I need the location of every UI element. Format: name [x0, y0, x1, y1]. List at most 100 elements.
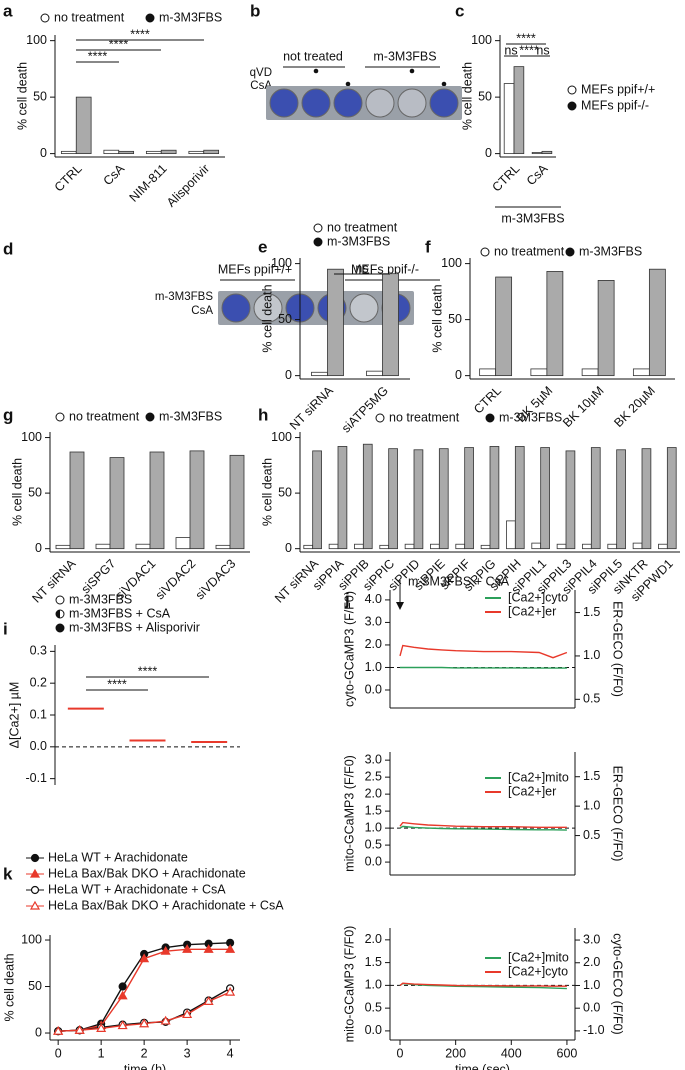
y-axis-label: ER-GECO (F/F0) [611, 766, 625, 862]
bar [103, 149, 120, 155]
y-axis-label: % cell death [10, 458, 24, 526]
significance-label: **** [516, 31, 536, 45]
marker [203, 996, 214, 1005]
significance-label: ns [504, 43, 517, 57]
x-tick-label: siSPG7 [79, 557, 119, 597]
x-tick-label: CTRL [52, 162, 85, 195]
y-tick-label: 2.0 [583, 955, 600, 969]
legend-label: HeLa WT + Arachidonate + CsA [48, 882, 226, 896]
y-tick-label: 0.5 [365, 1000, 382, 1014]
bar [175, 537, 191, 550]
y-tick-label: 100 [271, 430, 292, 444]
y-tick-label: 1.0 [365, 820, 382, 834]
legend-marker [55, 595, 65, 605]
well [253, 293, 283, 323]
y-tick-label: 2.0 [365, 637, 382, 651]
marker [139, 953, 150, 963]
marker [53, 1025, 64, 1035]
marker [203, 944, 214, 953]
legend-label: m-3M3FBS [327, 234, 390, 248]
bar [69, 451, 85, 550]
y-tick-label: 0.2 [30, 675, 47, 689]
significance-label: **** [109, 37, 129, 51]
bar [489, 446, 500, 550]
y-tick-label: 0 [40, 146, 47, 160]
legend-label: no treatment [494, 244, 565, 258]
panel-label: d [3, 239, 13, 258]
x-tick-label: CsA [524, 161, 551, 188]
legend-label: m-3M3FBS [499, 410, 562, 424]
y-tick-label: 100 [26, 33, 47, 47]
bar [303, 544, 314, 550]
x-tick-label: BK 10µM [560, 384, 606, 430]
y-tick-label: 0.0 [365, 1023, 382, 1037]
bar [366, 370, 383, 377]
bar [464, 447, 474, 550]
well [349, 293, 379, 323]
marker [30, 853, 40, 863]
marker [74, 1025, 85, 1034]
y-tick-label: 50 [28, 485, 42, 499]
bar [229, 454, 245, 550]
column-label: MEFs ppif+/+ [218, 262, 292, 276]
y-axis-label: ER-GECO (F/F0) [611, 601, 625, 697]
series-line [399, 982, 567, 987]
panel-label: b [250, 1, 260, 20]
legend-label: [Ca2+]cyto [508, 590, 568, 604]
series-line [400, 666, 567, 669]
y-tick-label: 1.0 [365, 978, 382, 992]
bar [188, 150, 205, 155]
bar [118, 150, 135, 155]
y-tick-label: 1.0 [583, 648, 600, 662]
x-tick-label: NT siRNA [287, 383, 336, 432]
y-tick-label: 100 [471, 33, 492, 47]
bar [55, 544, 71, 550]
legend-label: [Ca2+]mito [508, 770, 569, 784]
bar [632, 368, 650, 377]
bar [438, 448, 449, 550]
well [397, 88, 427, 118]
y-tick-label: 0.0 [583, 1000, 600, 1014]
bar [479, 368, 497, 377]
y-tick-label: 100 [271, 256, 292, 270]
y-tick-label: 1.5 [365, 955, 382, 969]
group-label: m-3M3FBS [501, 211, 564, 225]
y-axis-label: % cell death [430, 284, 444, 352]
x-tick-label: NIM-811 [127, 162, 170, 205]
y-tick-label: 1.5 [583, 769, 600, 783]
legend-label: m-3M3FBS + CsA [69, 606, 171, 620]
x-tick-label: 1 [98, 1046, 105, 1060]
x-tick-label: 0 [397, 1046, 404, 1060]
bar [495, 276, 513, 377]
y-tick-label: 2.0 [365, 786, 382, 800]
bar [506, 520, 516, 550]
legend-label: m-3M3FBS [579, 244, 642, 258]
x-tick-label: CsA [101, 161, 128, 188]
legend-label: m-3M3FBS [159, 10, 222, 24]
marker [96, 1023, 107, 1032]
well [365, 88, 395, 118]
series-line [399, 821, 567, 828]
legend-label: no treatment [327, 220, 398, 234]
annotation: m-3M3FBS + CsA [408, 574, 510, 588]
y-axis-label: cyto-GECO (F/F0) [611, 933, 625, 1034]
significance-label: **** [107, 677, 127, 691]
y-axis-label: % cell death [260, 284, 274, 352]
bar [658, 543, 668, 550]
legend-label: MEFs ppif-/- [581, 98, 649, 112]
y-tick-label: 0 [285, 541, 292, 555]
x-tick-label: 3 [184, 1046, 191, 1060]
bar [337, 446, 348, 550]
legend-marker [40, 13, 50, 23]
y-tick-label: 3.0 [583, 932, 600, 946]
x-tick-label: 600 [557, 1046, 578, 1060]
bar [60, 150, 77, 155]
bar [546, 271, 564, 377]
x-tick-label: Alisporivir [164, 162, 212, 210]
legend-marker [485, 413, 495, 423]
y-tick-label: 100 [21, 430, 42, 444]
panel-label: i [3, 619, 8, 638]
bar [541, 150, 553, 155]
bar [215, 544, 231, 550]
row-label: CsA [191, 305, 213, 317]
